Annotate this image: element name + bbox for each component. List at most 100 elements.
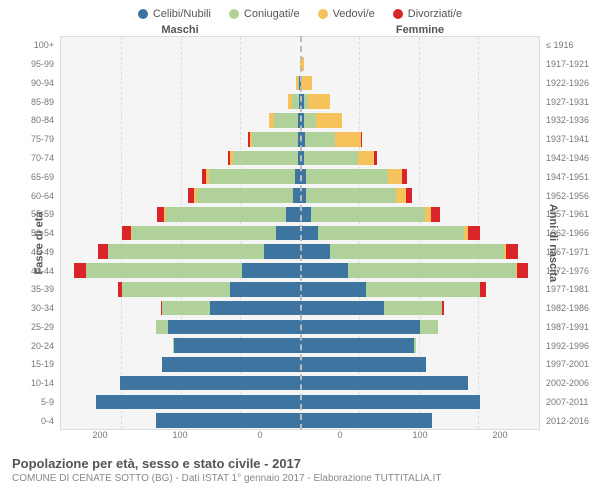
segment bbox=[374, 151, 376, 166]
age-label: 35-39 bbox=[0, 284, 60, 294]
segment bbox=[168, 320, 300, 335]
legend-label: Divorziati/e bbox=[408, 8, 462, 20]
age-row: 0-42012-2016 bbox=[0, 411, 600, 430]
segment bbox=[162, 301, 210, 316]
segment bbox=[174, 338, 300, 353]
segment bbox=[197, 188, 293, 203]
segment bbox=[468, 226, 480, 241]
birth-label: 1992-1996 bbox=[540, 341, 600, 351]
age-label: 90-94 bbox=[0, 78, 60, 88]
age-label: 80-84 bbox=[0, 115, 60, 125]
legend-swatch bbox=[138, 9, 148, 19]
female-bar bbox=[300, 357, 426, 372]
segment bbox=[156, 320, 168, 335]
male-bar bbox=[202, 169, 300, 184]
legend-label: Vedovi/e bbox=[333, 8, 375, 20]
segment bbox=[274, 113, 298, 128]
male-bar bbox=[269, 113, 300, 128]
male-bar bbox=[156, 320, 300, 335]
footer: Popolazione per età, sesso e stato civil… bbox=[0, 450, 600, 490]
age-row: 90-941922-1926 bbox=[0, 74, 600, 93]
legend-swatch bbox=[318, 9, 328, 19]
segment bbox=[156, 413, 300, 428]
segment bbox=[414, 338, 416, 353]
age-row: 15-191997-2001 bbox=[0, 355, 600, 374]
male-bar bbox=[188, 188, 300, 203]
female-bar bbox=[300, 188, 412, 203]
x-tick: 200 bbox=[60, 430, 140, 450]
segment bbox=[98, 244, 108, 259]
segment bbox=[311, 207, 425, 222]
segment bbox=[264, 244, 300, 259]
age-label: 55-59 bbox=[0, 209, 60, 219]
legend-label: Coniugati/e bbox=[244, 8, 300, 20]
male-bar bbox=[157, 207, 300, 222]
female-bar bbox=[300, 76, 312, 91]
age-label: 50-54 bbox=[0, 228, 60, 238]
male-bar bbox=[161, 301, 300, 316]
female-bar bbox=[300, 320, 438, 335]
male-bar bbox=[156, 413, 300, 428]
segment bbox=[316, 113, 342, 128]
age-label: 40-44 bbox=[0, 266, 60, 276]
female-bar bbox=[300, 395, 480, 410]
segment bbox=[122, 282, 230, 297]
segment bbox=[300, 338, 414, 353]
age-label: 100+ bbox=[0, 40, 60, 50]
x-tick: 200 bbox=[460, 430, 540, 450]
age-label: 30-34 bbox=[0, 303, 60, 313]
segment bbox=[358, 151, 375, 166]
female-bar bbox=[300, 207, 440, 222]
segment bbox=[86, 263, 242, 278]
age-label: 25-29 bbox=[0, 322, 60, 332]
chart-title: Popolazione per età, sesso e stato civil… bbox=[12, 456, 588, 471]
segment bbox=[348, 263, 516, 278]
age-row: 30-34 1982-1986 bbox=[0, 299, 600, 318]
female-bar bbox=[300, 376, 468, 391]
male-bar bbox=[162, 357, 300, 372]
age-label: 10-14 bbox=[0, 378, 60, 388]
segment bbox=[293, 188, 300, 203]
age-row: 10-142002-2006 bbox=[0, 374, 600, 393]
birth-label: 1942-1946 bbox=[540, 153, 600, 163]
segment bbox=[402, 169, 407, 184]
segment bbox=[300, 395, 480, 410]
female-bar bbox=[300, 132, 362, 147]
birth-label: 1952-1956 bbox=[540, 191, 600, 201]
legend-swatch bbox=[229, 9, 239, 19]
segment bbox=[300, 413, 432, 428]
female-bar bbox=[300, 338, 416, 353]
chart-subtitle: COMUNE DI CENATE SOTTO (BG) - Dati ISTAT… bbox=[12, 473, 588, 484]
segment bbox=[420, 320, 438, 335]
segment bbox=[335, 132, 361, 147]
x-axis: 2001000 0100200 bbox=[60, 430, 540, 450]
legend-item: Celibi/Nubili bbox=[138, 8, 211, 20]
female-bar bbox=[300, 282, 486, 297]
female-bar bbox=[300, 413, 432, 428]
legend-item: Divorziati/e bbox=[393, 8, 462, 20]
segment bbox=[300, 376, 468, 391]
segment bbox=[276, 226, 300, 241]
legend-item: Vedovi/e bbox=[318, 8, 375, 20]
birth-label: 1977-1981 bbox=[540, 284, 600, 294]
segment bbox=[300, 357, 426, 372]
birth-label: 1972-1976 bbox=[540, 266, 600, 276]
female-bar bbox=[300, 244, 518, 259]
x-tick: 0 bbox=[300, 430, 380, 450]
male-bar bbox=[248, 132, 300, 147]
birth-label: 1982-1986 bbox=[540, 303, 600, 313]
segment bbox=[304, 113, 316, 128]
segment bbox=[506, 244, 518, 259]
age-row: 100+≤ 1916 bbox=[0, 36, 600, 55]
birth-label: 2012-2016 bbox=[540, 416, 600, 426]
x-tick: 100 bbox=[140, 430, 220, 450]
age-row: 85-891927-1931 bbox=[0, 92, 600, 111]
segment bbox=[384, 301, 442, 316]
age-row: 45-491967-1971 bbox=[0, 242, 600, 261]
birth-label: 2007-2011 bbox=[540, 397, 600, 407]
segment bbox=[300, 207, 311, 222]
male-bar bbox=[96, 395, 300, 410]
age-row: 65-691947-1951 bbox=[0, 167, 600, 186]
birth-label: 1947-1951 bbox=[540, 172, 600, 182]
birth-label: 1917-1921 bbox=[540, 59, 600, 69]
